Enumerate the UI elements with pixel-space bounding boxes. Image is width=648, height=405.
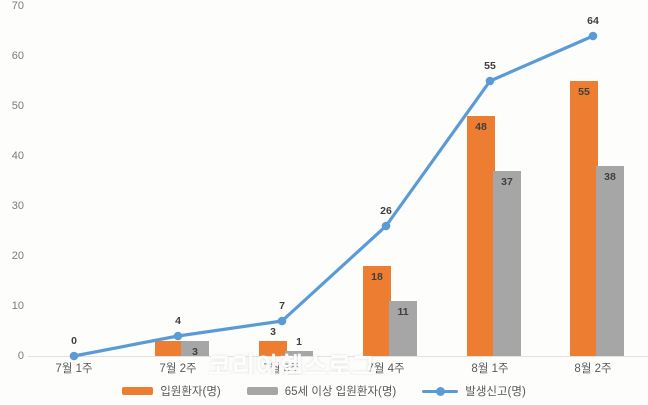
orange-bar-swatch-icon: [122, 387, 154, 395]
line-point-marker: [277, 316, 287, 326]
line-data-label: 64: [587, 15, 599, 27]
legend-item-inpatients: 입원환자(명): [122, 383, 221, 399]
line-data-label: 4: [175, 315, 181, 327]
y-tick-label: 70: [11, 0, 24, 12]
x-category-label: 7월 3주: [263, 363, 301, 375]
y-tick-label: 50: [11, 100, 24, 112]
legend-item-inpatients-65plus: 65세 이상 입원환자(명): [246, 383, 397, 399]
line-data-label: 55: [484, 60, 496, 72]
line-data-label: 0: [71, 335, 77, 347]
bar-inpatients: [467, 116, 495, 356]
y-tick-label: 0: [17, 350, 24, 362]
line-point-marker: [173, 331, 183, 341]
y-tick-label: 30: [11, 200, 24, 212]
bar-data-label: 18: [371, 271, 383, 283]
gray-bar-swatch-icon: [246, 387, 278, 395]
bar-data-label: 11: [397, 306, 409, 318]
blue-line-swatch-icon: [422, 386, 459, 396]
y-tick-label: 10: [11, 300, 24, 312]
line-point-marker: [381, 221, 391, 231]
bar-data-label: 48: [475, 121, 487, 133]
legend-label-inpatients-65plus: 65세 이상 입원환자(명): [284, 386, 397, 398]
x-category-label: 7월 2주: [159, 363, 197, 375]
y-tick-label: 40: [11, 150, 24, 162]
bar-inpatients: [570, 81, 598, 356]
bar-data-label: 55: [578, 86, 590, 98]
line-data-label: 7: [279, 300, 285, 312]
bar-data-label: 37: [501, 176, 513, 188]
bar-data-label: 3: [192, 346, 198, 358]
watermark-text: 코리아헬스로그: [208, 353, 377, 375]
legend-item-reported-cases: 발생신고(명): [422, 383, 526, 399]
y-tick-label: 60: [11, 50, 24, 62]
bar-data-label: 38: [604, 171, 616, 183]
legend: 입원환자(명) 65세 이상 입원환자(명) 발생신고(명): [0, 381, 648, 401]
bar-inpatients-65plus: [596, 166, 624, 356]
line-point-marker: [485, 76, 495, 86]
bar-inpatients-65plus: [493, 171, 521, 356]
x-category-label: 7월 1주: [55, 363, 93, 375]
line-data-label: 26: [380, 205, 392, 217]
x-category-label: 8월 2주: [574, 363, 612, 375]
line-point-marker: [588, 31, 598, 41]
legend-label-inpatients: 입원환자(명): [160, 386, 221, 398]
x-category-label: 7월 4주: [367, 363, 405, 375]
x-category-label: 8월 1주: [471, 363, 509, 375]
y-tick-label: 20: [11, 250, 24, 262]
legend-label-reported-cases: 발생신고(명): [465, 386, 526, 398]
